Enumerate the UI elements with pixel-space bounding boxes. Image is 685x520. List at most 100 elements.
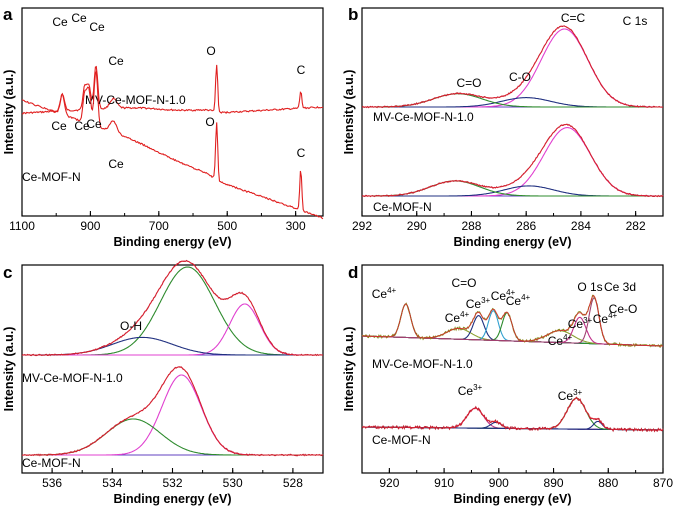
panel-a: 1100 900 700 500 300 Binding energy (eV) Inten… xyxy=(2,5,324,249)
raw-data-line xyxy=(21,259,323,357)
peak-annotation: Ce3+ xyxy=(466,296,491,311)
series-2: Ce-MOF-N xyxy=(361,396,664,447)
peak-annotation-sup: 4+ xyxy=(563,333,572,342)
x-tick-label: 700 xyxy=(149,219,169,233)
x-tick-label: 282 xyxy=(626,219,646,233)
x-tick-label: 1100 xyxy=(9,219,35,233)
peak-annotation: O xyxy=(205,115,214,129)
peak-annotation: Ce xyxy=(71,11,87,25)
peak-annotation: Ce4+ xyxy=(372,286,397,301)
raw-data-line xyxy=(361,123,664,198)
peak-annotation: O xyxy=(206,44,215,58)
peak-annotation: Ce xyxy=(108,54,124,68)
peak-annotation: O-H xyxy=(120,319,142,333)
series-2: Ce-MOF-N xyxy=(361,123,664,214)
x-tick-label: 532 xyxy=(162,476,182,490)
x-tick-label: 870 xyxy=(653,476,673,490)
panel-letter: b xyxy=(348,5,358,24)
panel-title: O 1s xyxy=(577,280,602,294)
peak-annotation: Ce xyxy=(51,119,67,133)
fit-envelope xyxy=(362,124,663,197)
x-axis-label: Binding energy (eV) xyxy=(453,235,571,249)
peak-annotation-sup: 4+ xyxy=(608,311,617,320)
y-axis-label: Intensity (a.u.) xyxy=(342,70,356,155)
series-1: MV-Ce-MOF-N-1.0 xyxy=(21,259,323,385)
fit-envelope xyxy=(362,397,663,431)
x-tick-label: 290 xyxy=(407,219,427,233)
x-axis-label: Binding energy (eV) xyxy=(113,492,231,506)
peak-annotation-sup: 4+ xyxy=(460,310,469,319)
y-axis-label: Intensity (a.u.) xyxy=(2,70,16,155)
panel-c: 536 534 532 530 528 Binding energy (eV) Intens… xyxy=(2,259,638,506)
fit-component xyxy=(22,266,323,356)
series-label: Ce-MOF-N xyxy=(22,170,81,184)
x-tick-label: 500 xyxy=(217,219,237,233)
peak-annotation-sup: 3+ xyxy=(473,383,482,392)
x-tick-label: 900 xyxy=(489,476,509,490)
series-1: MV-Ce-MOF-N-1.0 xyxy=(22,64,324,115)
panel-letter: d xyxy=(348,263,358,282)
peak-annotation: Ce4+ xyxy=(506,293,531,308)
x-tick-label: 286 xyxy=(516,219,536,233)
peak-annotation: Ce xyxy=(52,15,68,29)
fit-component xyxy=(22,303,323,356)
x-tick-label: 890 xyxy=(544,476,564,490)
fit-component xyxy=(22,336,323,356)
peak-annotation-sup: 3+ xyxy=(573,388,582,397)
fit-component xyxy=(362,316,663,347)
fit-envelope xyxy=(362,25,663,108)
peak-annotation: C xyxy=(297,146,306,160)
panel-b: 292 290 288 286 284 282 Binding energy (eV) Int… xyxy=(342,5,664,249)
x-tick-label: 880 xyxy=(598,476,618,490)
peak-annotation-sup: 4+ xyxy=(506,288,515,297)
x-tick-label: 292 xyxy=(352,219,372,233)
series-label: MV-Ce-MOF-N-1.0 xyxy=(373,110,474,124)
spectrum-line xyxy=(22,64,324,115)
peak-annotation-sup: 4+ xyxy=(387,286,396,295)
x-axis-label: Binding energy (eV) xyxy=(113,235,231,249)
x-tick-label: 300 xyxy=(286,219,306,233)
x-tick-label: 900 xyxy=(80,219,100,233)
series-2: Ce-MOF-N xyxy=(21,365,324,470)
peak-annotation-sup: 3+ xyxy=(481,296,490,305)
fit-envelope xyxy=(22,260,323,356)
panel-d: 920 910 900 890 880 870 Binding energy (eV) Int… xyxy=(342,263,673,506)
fit-component xyxy=(362,127,663,197)
peak-annotation-sup: 4+ xyxy=(521,293,530,302)
panel-letter: c xyxy=(3,263,12,282)
plot-frame xyxy=(361,7,664,217)
plot-frame xyxy=(361,264,664,474)
x-tick-label: 284 xyxy=(571,219,591,233)
peak-annotation: Ce xyxy=(86,117,102,131)
series-label: MV-Ce-MOF-N-1.0 xyxy=(85,93,186,107)
peak-annotation: Ce3+ xyxy=(558,388,583,403)
series-label: Ce-MOF-N xyxy=(372,433,431,447)
fit-component xyxy=(22,418,323,456)
peak-annotation: Ce xyxy=(74,119,90,133)
panel-title: Ce 3d xyxy=(604,280,636,294)
plot-frame xyxy=(21,7,324,217)
peak-annotation-sup: 3+ xyxy=(583,316,592,325)
spectrum-line xyxy=(21,69,324,220)
peak-annotation: C-O xyxy=(509,70,531,84)
y-axis-label: Intensity (a.u.) xyxy=(342,327,356,412)
panel-title: C 1s xyxy=(623,14,648,28)
series-2: Ce-MOF-N xyxy=(21,69,324,220)
series-label: Ce-MOF-N xyxy=(22,456,81,470)
series-1: MV-Ce-MOF-N-1.0 xyxy=(361,25,664,124)
x-tick-label: 530 xyxy=(223,476,243,490)
peak-annotation: C=O xyxy=(456,76,481,90)
peak-annotation: C xyxy=(297,63,306,77)
x-tick-label: 534 xyxy=(102,476,122,490)
fit-envelope xyxy=(22,366,323,456)
x-tick-label: 288 xyxy=(461,219,481,233)
peak-annotation: Ce-O xyxy=(609,302,638,316)
x-tick-label: 920 xyxy=(379,476,399,490)
fit-envelope xyxy=(362,295,663,347)
fit-component xyxy=(362,28,663,108)
raw-data-line xyxy=(361,25,664,109)
peak-annotation: Ce xyxy=(89,20,105,34)
y-axis-label: Intensity (a.u.) xyxy=(2,327,16,412)
peak-annotation: Ce4+ xyxy=(593,311,618,326)
fit-component xyxy=(362,397,663,431)
